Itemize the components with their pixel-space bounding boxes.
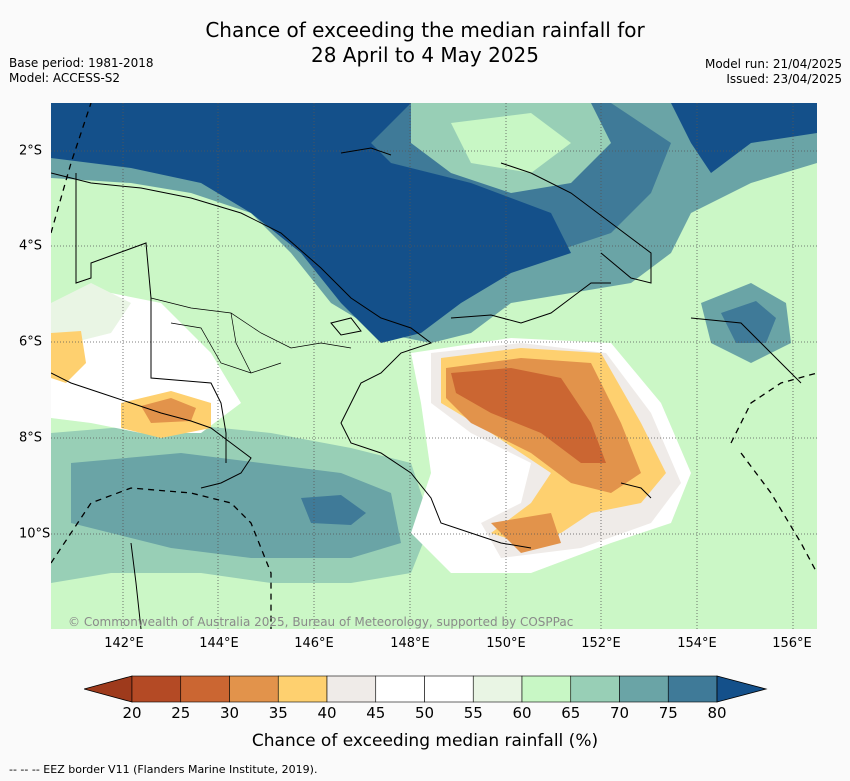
colorbar-tick-label: 40 (317, 704, 337, 722)
contour-40-far-west (51, 331, 86, 383)
x-tick-label: 156°E (772, 636, 812, 651)
colorbar-tick-label: 45 (366, 704, 386, 722)
coastlines (51, 147, 802, 629)
meta-right: Model run: 21/04/2025 Issued: 23/04/2025 (705, 57, 842, 87)
title-line-2: 28 April to 4 May 2025 (311, 43, 539, 67)
colorbar-tick-label: 60 (512, 704, 532, 722)
model-run: Model run: 21/04/2025 (704, 57, 842, 71)
colorbar-tick-label: 50 (414, 704, 435, 722)
colorbar-tick-label: 30 (219, 704, 240, 722)
contour-60-north-gap (451, 113, 571, 173)
colorbar-tick-label: 65 (561, 704, 581, 722)
x-tick-label: 146°E (294, 636, 334, 651)
colorbar-cell (472, 675, 523, 703)
contour-35-west (141, 398, 196, 423)
colorbar-cell (667, 675, 718, 703)
gridlines (51, 103, 817, 629)
colorbar-cell (521, 675, 572, 703)
contour-70 (71, 453, 401, 558)
colorbar-tick-label: 80 (707, 704, 727, 722)
colorbar-cell (570, 675, 620, 703)
colorbar-cells (131, 675, 718, 703)
contour-35-south (491, 513, 561, 553)
colorbar-cell (180, 675, 230, 703)
contour-80-ne (671, 103, 817, 173)
colorbar-cell (229, 675, 279, 703)
copyright-notice: © Commonwealth of Australia 2025, Bureau… (68, 615, 574, 629)
contour-75-east (721, 301, 776, 343)
y-tick-label: 2°S (19, 143, 43, 159)
y-tick-label: 4°S (19, 238, 43, 254)
colorbar-cell (277, 675, 328, 703)
y-tick-label: 10°S (19, 526, 51, 542)
colorbar-tick-label: 70 (609, 704, 630, 722)
x-tick-label: 144°E (199, 636, 239, 651)
colorbar-low-extension (84, 675, 133, 703)
meta-left: Base period: 1981-2018 Model: ACCESS-S2 (9, 56, 154, 86)
map-svg (51, 103, 817, 629)
y-tick-label: 6°S (19, 334, 43, 350)
colorbar-tick-label: 55 (463, 704, 483, 722)
map-panel[interactable] (51, 103, 817, 629)
colorbar (84, 675, 768, 703)
contour-75-south (301, 495, 366, 525)
contour-55-west (51, 283, 131, 343)
colorbar-tick-label: 20 (122, 704, 142, 722)
title-line-1: Chance of exceeding the median rainfall … (205, 18, 645, 42)
eez-footnote: -- -- -- EEZ border V11 (Flanders Marine… (9, 763, 318, 776)
colorbar-tick-label: 25 (171, 704, 191, 722)
colorbar-cell (375, 675, 425, 703)
x-tick-label: 154°E (677, 636, 717, 651)
colorbar-cell (619, 675, 669, 703)
colorbar-cell (326, 675, 377, 703)
issued-date: Issued: 23/04/2025 (726, 72, 842, 86)
y-tick-label: 8°S (19, 430, 43, 446)
model-name: Model: ACCESS-S2 (9, 71, 121, 85)
x-tick-label: 150°E (486, 636, 526, 651)
x-tick-label: 142°E (104, 636, 144, 651)
colorbar-tick-label: 35 (268, 704, 288, 722)
colorbar-cell (424, 675, 474, 703)
colorbar-high-extension (716, 675, 768, 703)
colorbar-cell (131, 675, 182, 703)
colorbar-tick-label: 75 (658, 704, 678, 722)
contour-80-core (51, 103, 571, 343)
map-title: Chance of exceeding the median rainfall … (0, 18, 850, 68)
contour-30-central (451, 368, 606, 463)
province-borders (150, 297, 352, 374)
base-period: Base period: 1981-2018 (9, 56, 154, 70)
eez-borders (51, 103, 817, 629)
colorbar-label: Chance of exceeding median rainfall (%) (251, 731, 599, 751)
x-tick-label: 148°E (390, 636, 430, 651)
x-tick-label: 152°E (581, 636, 621, 651)
